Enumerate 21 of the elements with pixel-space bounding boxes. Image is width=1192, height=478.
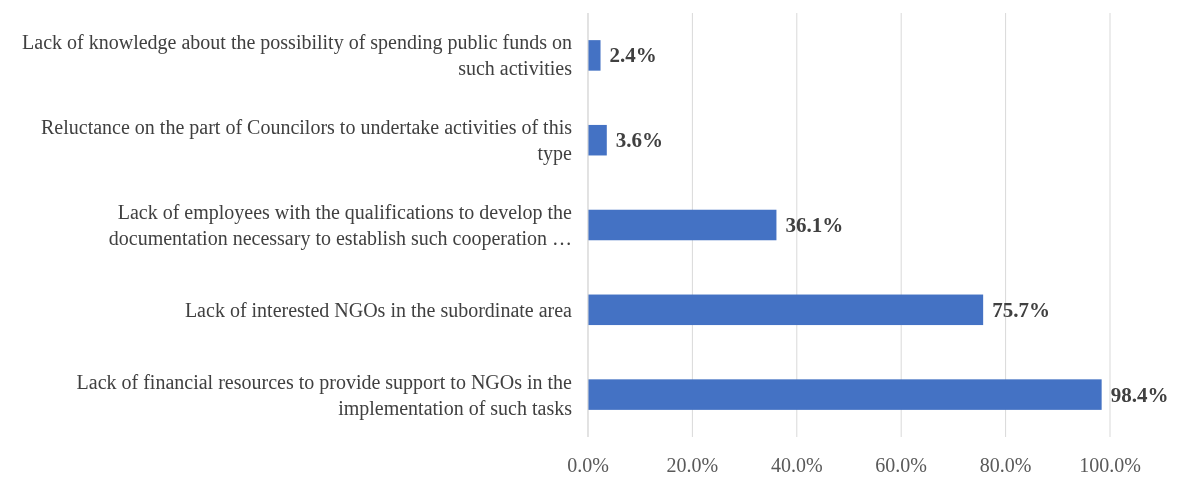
data-label: 2.4% xyxy=(609,43,657,68)
bar xyxy=(588,40,601,71)
data-label: 75.7% xyxy=(992,297,1050,322)
data-label: 98.4% xyxy=(1110,382,1169,407)
y-tick-label: Lack of interested NGOs in the subordinate area xyxy=(184,298,573,321)
y-tick-label: Lack of financial resources to provide support to NGOs in the implementation of such tasks xyxy=(76,370,573,420)
x-tick-label: 20.0% xyxy=(666,454,719,476)
data-label: 3.6% xyxy=(615,128,664,153)
y-tick-label: Lack of knowledge about the possibility of spending public funds on such activities xyxy=(22,31,573,80)
x-tick-label: 0.0% xyxy=(567,454,609,476)
y-tick-label: Lack of employees with the qualifications to develop the documentation necessary to establish such cooperation … xyxy=(108,201,573,250)
x-tick-label: 40.0% xyxy=(770,454,823,476)
x-tick-label: 80.0% xyxy=(979,454,1032,476)
data-label: 36.1% xyxy=(785,213,844,237)
bar xyxy=(588,379,1102,410)
bar xyxy=(588,124,607,156)
bar xyxy=(588,294,984,326)
x-tick-label: 60.0% xyxy=(875,454,928,476)
bar xyxy=(588,209,777,241)
x-tick-label: 100.0% xyxy=(1079,454,1141,476)
y-tick-label: Reluctance on the part of Councilors to undertake activities of this type xyxy=(41,116,573,166)
